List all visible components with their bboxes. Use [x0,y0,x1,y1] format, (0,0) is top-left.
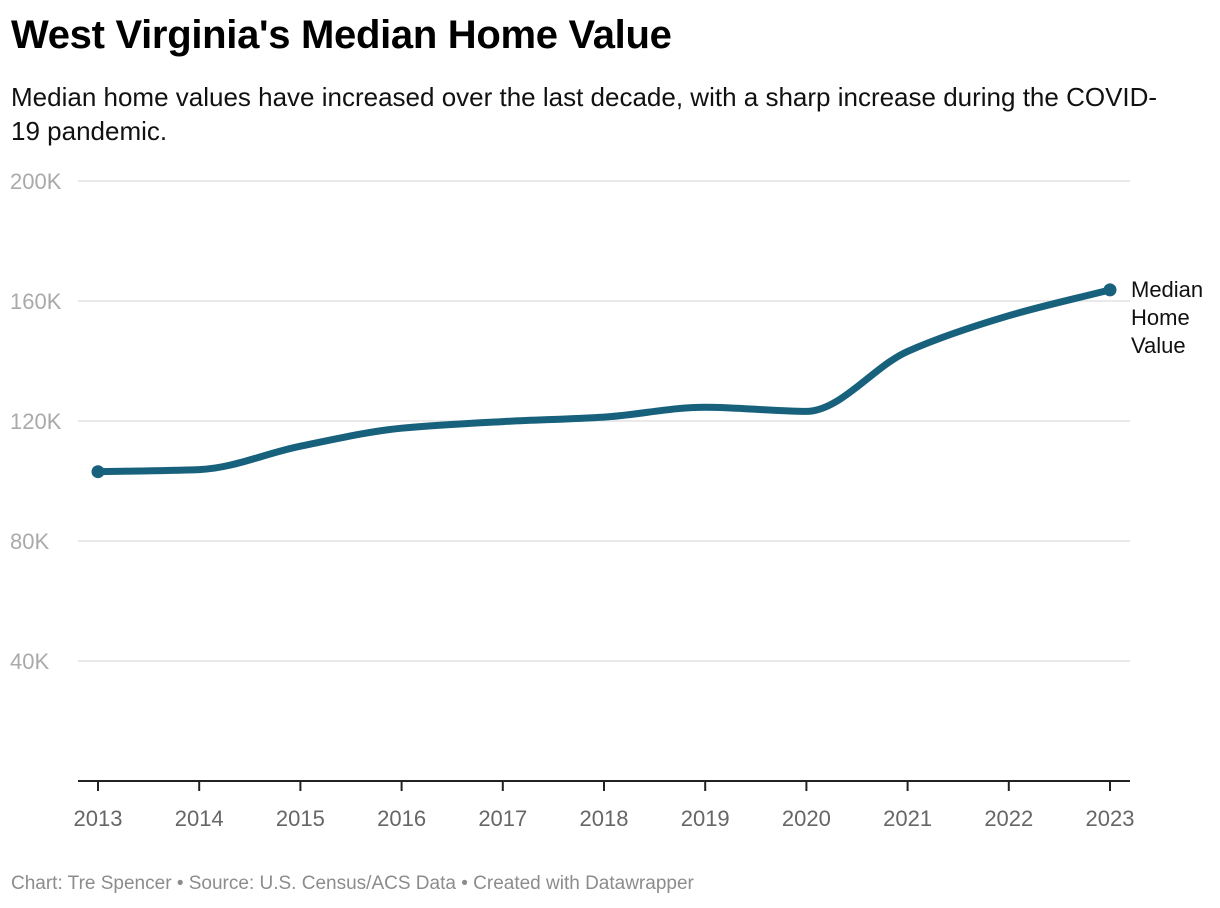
x-tick-label: 2013 [74,806,123,831]
series-label-line: Home [1131,305,1190,330]
x-tick-label: 2016 [377,806,426,831]
x-tick-label: 2021 [883,806,932,831]
series-label-line: Median [1131,277,1203,302]
x-tick-label: 2019 [681,806,730,831]
footer-separator: • [176,873,184,894]
series-end-point [1103,283,1117,297]
x-tick-label: 2023 [1086,806,1135,831]
gridlines [78,180,1130,662]
series-label-median-home-value: Median Home Value [1131,277,1203,358]
x-axis [78,780,1130,791]
y-tick-label: 160K [10,289,62,314]
y-tick-label: 80K [10,529,49,554]
series-start-point [91,465,105,479]
footer-source: Source: U.S. Census/ACS Data [188,873,456,894]
series-line-median-home-value [94,286,1114,476]
x-tick-label: 2015 [276,806,325,831]
x-axis-labels: 2013 2014 2015 2016 2017 2018 2019 2020 2021 2022… [74,806,1135,831]
y-tick-label: 40K [10,649,49,674]
chart-subtitle: Median home values have increased over t… [11,82,1158,146]
y-tick-label: 200K [10,169,62,194]
x-tick-label: 2022 [984,806,1033,831]
x-tick-label: 2018 [580,806,629,831]
series-median-home-value: Median Home Value [91,277,1203,479]
chart-footer: Chart: Tre Spencer • Source: U.S. Census… [11,871,694,897]
footer-tool: Created with Datawrapper [473,873,694,894]
y-axis-labels: 40K 80K 120K 160K 200K [10,169,62,674]
footer-separator: • [461,873,468,894]
x-tick-label: 2017 [478,806,527,831]
x-tick-label: 2020 [782,806,831,831]
footer-credit: Chart: Tre Spencer [11,873,172,894]
series-label-line: Value [1131,333,1186,358]
x-tick-label: 2014 [175,806,224,831]
chart-title: West Virginia's Median Home Value [11,13,672,57]
y-tick-label: 120K [10,409,62,434]
